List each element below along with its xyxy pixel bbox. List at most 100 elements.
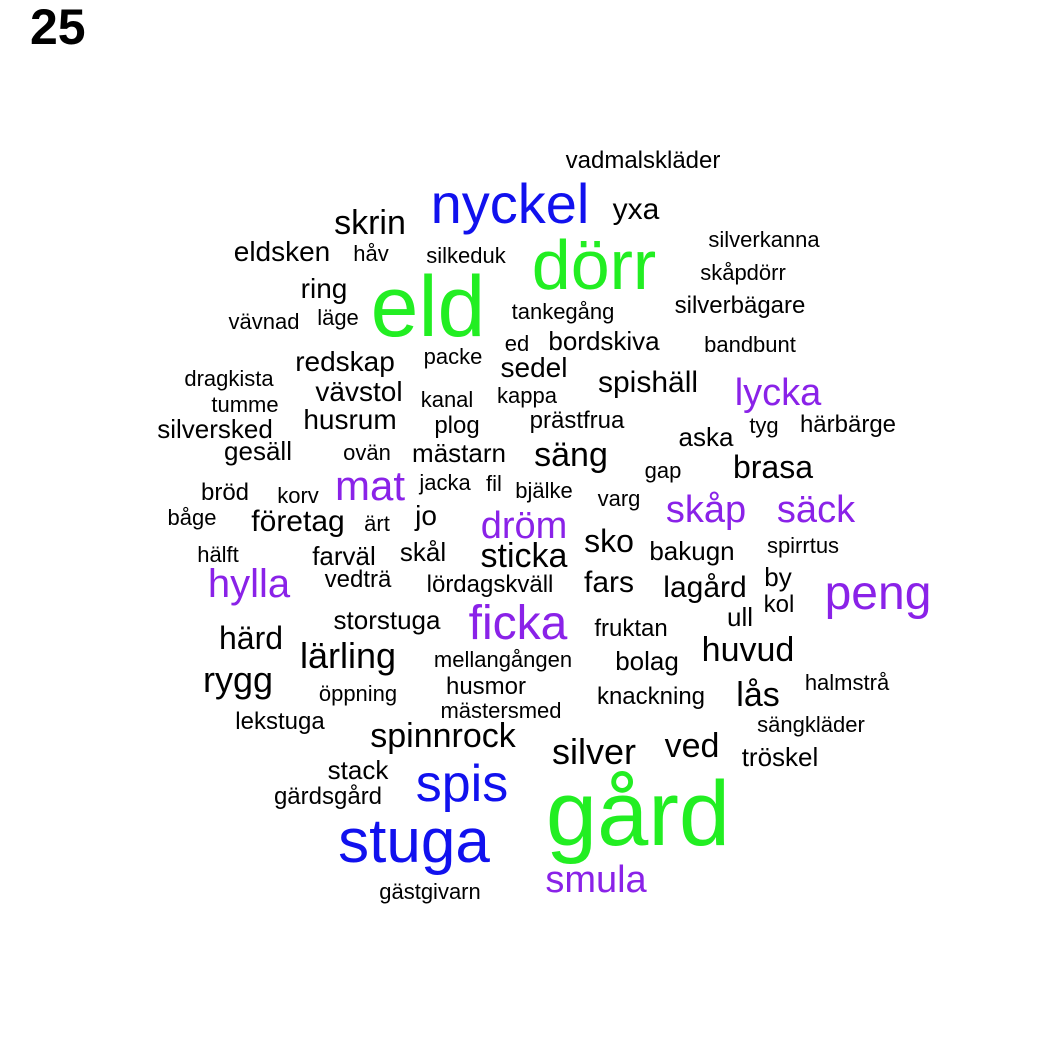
cloud-word: spishäll: [597, 366, 699, 399]
cloud-word: spinnrock: [370, 717, 516, 755]
cloud-word: vadmalskläder: [565, 147, 721, 174]
cloud-word: brasa: [732, 449, 814, 485]
cloud-word: skrin: [334, 204, 406, 242]
cloud-word: storstuga: [333, 605, 441, 635]
cloud-word: jacka: [419, 470, 471, 495]
cloud-word: fruktan: [594, 615, 668, 642]
cloud-word: nyckel: [430, 172, 590, 235]
cloud-word: ärt: [364, 511, 390, 536]
cloud-word: by: [764, 562, 792, 592]
cloud-word: håv: [353, 241, 389, 266]
cloud-word: mästersmed: [440, 698, 562, 723]
cloud-word: redskap: [295, 346, 395, 377]
cloud-word: ovän: [343, 440, 391, 465]
cloud-word: ring: [300, 273, 348, 304]
cloud-word: fil: [486, 471, 502, 496]
cloud-word: dörr: [531, 226, 657, 304]
cloud-word: tyg: [749, 413, 779, 438]
cloud-word: härbärge: [799, 411, 897, 438]
cloud-word: kanal: [420, 387, 474, 412]
cloud-word: stack: [327, 755, 389, 785]
cloud-word: ficka: [468, 597, 568, 650]
cloud-word: farväl: [312, 541, 376, 571]
cloud-word: skåp: [665, 489, 747, 531]
cloud-word: ved: [664, 727, 720, 765]
cloud-word: mästarn: [412, 438, 506, 468]
cloud-word: kappa: [497, 383, 557, 408]
cloud-word: rygg: [202, 659, 274, 700]
cloud-word: packe: [423, 344, 483, 369]
cloud-word: säng: [534, 436, 608, 474]
cloud-word: husmor: [445, 673, 527, 700]
cloud-word: silkeduk: [426, 243, 506, 268]
cloud-word: varg: [597, 486, 641, 511]
cloud-word: korv: [277, 483, 319, 508]
cloud-word: båge: [167, 505, 217, 530]
cloud-word: gesäll: [224, 436, 292, 466]
cloud-word: sängkläder: [757, 712, 865, 737]
cloud-word: vävnad: [228, 309, 300, 334]
cloud-word: eld: [370, 259, 486, 355]
cloud-word: silverkanna: [708, 227, 820, 252]
cloud-word: skål: [399, 537, 447, 567]
cloud-word: bordskiva: [548, 326, 660, 356]
cloud-word: peng: [824, 567, 932, 620]
cloud-word: knackning: [596, 683, 706, 710]
cloud-word: mat: [334, 462, 406, 509]
cloud-word: vävstol: [315, 376, 403, 407]
cloud-word: gästgivarn: [379, 879, 481, 904]
cloud-word: kol: [763, 591, 795, 618]
cloud-word: mellangången: [433, 647, 573, 672]
cloud-word: eldsken: [233, 236, 331, 267]
cloud-word: gård: [545, 763, 731, 865]
cloud-word: skåpdörr: [700, 260, 786, 285]
cloud-word: lycka: [734, 372, 822, 414]
cloud-word: bakugn: [649, 536, 735, 566]
cloud-word: huvud: [701, 631, 795, 669]
cloud-word: härd: [218, 620, 284, 656]
cloud-word: tumme: [211, 392, 279, 417]
cloud-word: bandbunt: [704, 332, 796, 357]
cloud-word: bjälke: [515, 478, 573, 503]
cloud-word: stuga: [338, 807, 490, 876]
cloud-word: bolag: [615, 646, 679, 676]
cloud-word: bröd: [200, 479, 250, 506]
cloud-word: halmstrå: [804, 670, 890, 695]
cloud-word: husrum: [303, 404, 397, 435]
cloud-word: säck: [776, 489, 856, 531]
cloud-word: silver: [551, 731, 637, 772]
cloud-word: lekstuga: [235, 708, 325, 735]
cloud-word: hylla: [207, 562, 291, 606]
cloud-word: vedträ: [324, 566, 392, 593]
cloud-word: ull: [726, 602, 754, 632]
cloud-word: sticka: [480, 537, 568, 575]
cloud-word: sedel: [500, 352, 568, 383]
cloud-word: lås: [736, 676, 780, 714]
cloud-word: lördagskväll: [426, 571, 554, 598]
cloud-word: gap: [644, 458, 682, 483]
cloud-word: öppning: [318, 681, 398, 706]
cloud-word: yxa: [612, 193, 660, 226]
cloud-word: sko: [584, 523, 634, 559]
cloud-word: jo: [415, 500, 437, 531]
cloud-word: smula: [545, 859, 647, 901]
cloud-word: ed: [504, 331, 530, 356]
cloud-word: lagård: [663, 571, 747, 604]
cloud-word: aska: [678, 422, 734, 452]
cloud-word: prästfrua: [529, 407, 625, 434]
cloud-word: tröskel: [741, 742, 819, 772]
cloud-word: dröm: [480, 505, 568, 547]
cloud-word: lärling: [299, 635, 397, 676]
page-number: 25: [30, 0, 86, 55]
cloud-word: läge: [317, 305, 359, 330]
cloud-word: silversked: [157, 414, 273, 444]
cloud-word: gärdsgård: [273, 783, 383, 810]
cloud-word: plog: [434, 412, 480, 439]
cloud-word: silverbägare: [674, 292, 806, 319]
cloud-word: fars: [583, 566, 635, 599]
cloud-word: tankegång: [511, 299, 615, 324]
cloud-word: spirrtus: [766, 533, 840, 558]
cloud-word: hälft: [197, 542, 239, 567]
